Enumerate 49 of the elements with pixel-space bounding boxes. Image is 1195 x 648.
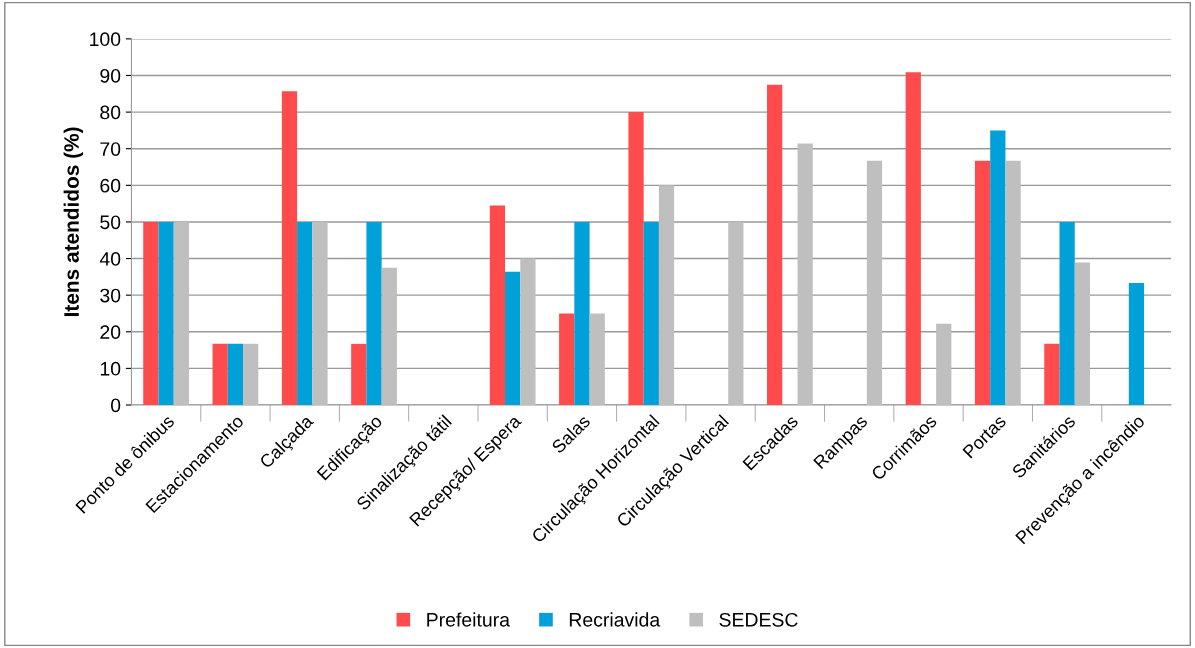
bar — [143, 221, 159, 405]
bar — [505, 271, 521, 405]
bar — [520, 258, 536, 405]
bar — [227, 343, 244, 405]
legend-label: SEDESC — [719, 612, 798, 627]
bar — [658, 185, 675, 405]
bar — [1128, 283, 1145, 405]
y-tick-label: 100 — [90, 32, 121, 47]
bar — [281, 91, 298, 405]
y-tick-label: 30 — [100, 288, 121, 303]
bar — [366, 221, 382, 405]
bar — [1059, 221, 1075, 405]
y-tick-label: 70 — [100, 142, 121, 156]
bar — [312, 221, 328, 405]
y-tick-label: 40 — [99, 252, 121, 266]
bar — [628, 112, 644, 405]
y-tick-label: 80 — [100, 105, 121, 120]
y-tick-label: 60 — [100, 178, 121, 193]
bar — [728, 221, 744, 405]
bar — [1005, 160, 1021, 405]
bar — [990, 130, 1006, 405]
bar — [574, 221, 590, 405]
y-tick-label: 90 — [100, 68, 121, 83]
y-tick-label: 20 — [100, 325, 121, 340]
bar — [351, 343, 367, 405]
y-axis-title: Itens atendidos (%) — [63, 127, 84, 317]
bar — [212, 343, 228, 405]
bar — [1074, 262, 1091, 405]
bar — [974, 160, 991, 405]
bar — [767, 84, 783, 405]
bar — [797, 143, 813, 405]
bar — [905, 72, 921, 405]
bar — [936, 323, 952, 405]
bar — [297, 221, 313, 405]
y-tick-label: 50 — [100, 215, 121, 230]
bar — [173, 221, 189, 405]
legend-label: Prefeitura — [427, 612, 510, 627]
legend-label: Recriavida — [569, 612, 661, 627]
bar — [866, 160, 883, 405]
bar — [381, 267, 397, 405]
bar — [158, 221, 174, 405]
bar — [1044, 343, 1060, 405]
bar — [643, 221, 659, 405]
bar — [559, 313, 575, 405]
y-tick-label: 10 — [100, 361, 121, 376]
bar — [243, 343, 259, 405]
y-tick-label: 0 — [110, 398, 121, 413]
bar — [589, 313, 605, 405]
bar — [489, 205, 506, 405]
